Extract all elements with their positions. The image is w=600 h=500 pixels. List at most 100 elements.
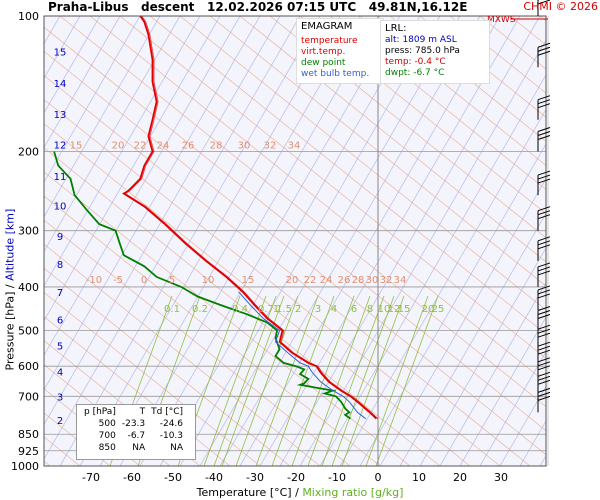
x-axis-title: Temperature [°C] / Mixing ratio [g/kg]	[0, 486, 600, 499]
lrl-altitude: alt: 1809 m ASL	[385, 35, 457, 45]
mixing-ratio-line	[307, 295, 371, 466]
mixing-ratio-line	[375, 295, 439, 466]
legend-item-temperature: temperature	[301, 36, 358, 46]
wind-barb-flag	[537, 324, 551, 330]
moist-adiabat-line	[399, 212, 546, 466]
wind-barb-flag	[537, 395, 551, 401]
lrl-dewpoint: dwpt: -6.7 °C	[385, 68, 445, 78]
y-tick-label: 850	[18, 428, 39, 441]
isotherm-label: -10	[86, 275, 102, 286]
wind-barb-flag	[537, 126, 551, 132]
dry-adiabat-line	[44, 243, 321, 466]
wind-barb-flag	[537, 314, 551, 320]
summary-table: p [hPa] T Td [°C] 500 -23.3 -24.6 700 -6…	[76, 404, 196, 460]
sounding-coords: 49.81N,16.12E	[368, 0, 468, 14]
mixing-ratio-label: 25	[432, 304, 445, 315]
lrl-title: LRL:	[385, 23, 407, 34]
isotherm-label: 24	[320, 275, 333, 286]
wind-barb-flag	[537, 206, 551, 212]
altitude-km-label: 12	[54, 141, 67, 152]
x-tick-label: -30	[246, 471, 264, 484]
wind-barb-flag	[537, 0, 551, 5]
wind-barb-flag	[537, 306, 551, 312]
moist-adiabat-line	[379, 177, 546, 466]
chart-header: Praha-Libus descent 12.02.2026 07:15 UTC…	[48, 0, 467, 14]
dry-adiabat-line	[299, 16, 546, 215]
wind-barb-flag	[537, 341, 551, 347]
isotherm-label: -5	[113, 275, 123, 286]
x-axis-title-separator: /	[295, 486, 299, 499]
dry-adiabat-line	[44, 123, 471, 466]
wind-barb-flag	[537, 244, 551, 250]
legend-item-dew-point: dew point	[301, 58, 346, 68]
dry-adiabat-line	[570, 16, 600, 466]
dry-adiabat-line	[239, 16, 546, 263]
moist-adiabat-line	[459, 316, 546, 466]
x-tick-label: -50	[164, 471, 182, 484]
mixing-ratio-label: 20	[422, 304, 435, 315]
y-tick-label: 1000	[11, 460, 39, 473]
moist-adiabat-line	[44, 16, 161, 218]
dry-adiabat-line	[44, 316, 231, 466]
background-layer	[44, 16, 546, 466]
plot-frame	[43, 15, 547, 467]
dry-adiabat-line	[44, 171, 411, 466]
moist-adiabat-line	[44, 16, 281, 426]
wind-barb-flag	[537, 270, 551, 276]
moist-adiabat-line	[479, 350, 546, 466]
table-cell: -23.3	[121, 419, 146, 429]
mixing-ratio-label: 6	[351, 304, 357, 315]
wind-barb-flag	[537, 387, 551, 393]
isotherm-label: 22	[134, 140, 147, 151]
altitude-km-label: 8	[57, 260, 63, 271]
x-tick-label: -60	[123, 471, 141, 484]
y-tick-label: 400	[18, 281, 39, 294]
y-tick-label: 100	[18, 10, 39, 23]
grid-layer	[44, 16, 600, 466]
wind-barb-flag	[537, 210, 551, 216]
dry-adiabat-line	[119, 16, 546, 359]
lrl-pressure: press: 785.0 hPa	[385, 46, 460, 56]
mixing-ratio-label: 10	[378, 304, 391, 315]
wind-barb-flag	[537, 328, 551, 334]
series-wet-bulb-temp-line	[238, 291, 367, 420]
wind-barb-flag	[537, 95, 551, 101]
table-header: p [hPa]	[84, 407, 116, 417]
altitude-km-label: 11	[54, 172, 67, 183]
legend-item-wet-bulb: wet bulb temp.	[301, 69, 370, 79]
isotherm-label: 5	[169, 275, 175, 286]
wind-barb-flag	[537, 332, 551, 338]
wind-barb-flag	[537, 103, 551, 109]
x-tick-label: 20	[453, 471, 467, 484]
mixing-ratio-label: 1	[273, 304, 279, 315]
isotherm-label: 26	[338, 275, 351, 286]
legend-item-virt-temp: virt.temp.	[301, 47, 346, 57]
table-cell: 700	[98, 431, 116, 441]
sounding-datetime: 12.02.2026 07:15 UTC	[206, 0, 357, 14]
dry-adiabat-line	[44, 50, 546, 456]
y-tick-label: 925	[18, 445, 39, 458]
dry-adiabat-line	[449, 16, 546, 94]
altitude-km-label: 2	[57, 416, 63, 427]
wind-barb-flag	[537, 170, 551, 176]
moist-adiabat-line	[439, 281, 546, 466]
mixing-ratio-label: 2	[295, 304, 301, 315]
moist-adiabat-line	[79, 16, 341, 466]
isotherm-label: 20	[286, 275, 299, 286]
table-header: Td [°C]	[151, 407, 184, 417]
wind-barb-flag	[537, 361, 551, 367]
dry-adiabat-line	[59, 16, 546, 407]
isotherm-label: 28	[352, 275, 365, 286]
wind-barb-flag	[537, 365, 551, 371]
dry-adiabat-line	[359, 16, 546, 166]
y-tick-label: 200	[18, 145, 39, 158]
table-row: 850 NA NA	[81, 442, 186, 454]
wind-barb-flag	[537, 46, 551, 52]
altitude-km-label: 4	[57, 367, 63, 378]
y-axis-title-altitude: Altitude [km]	[3, 208, 17, 281]
y-tick-label: 300	[18, 225, 39, 238]
dry-adiabat-line	[44, 364, 171, 466]
altitude-km-label: 6	[57, 315, 63, 326]
wind-barb-flag	[537, 391, 551, 397]
